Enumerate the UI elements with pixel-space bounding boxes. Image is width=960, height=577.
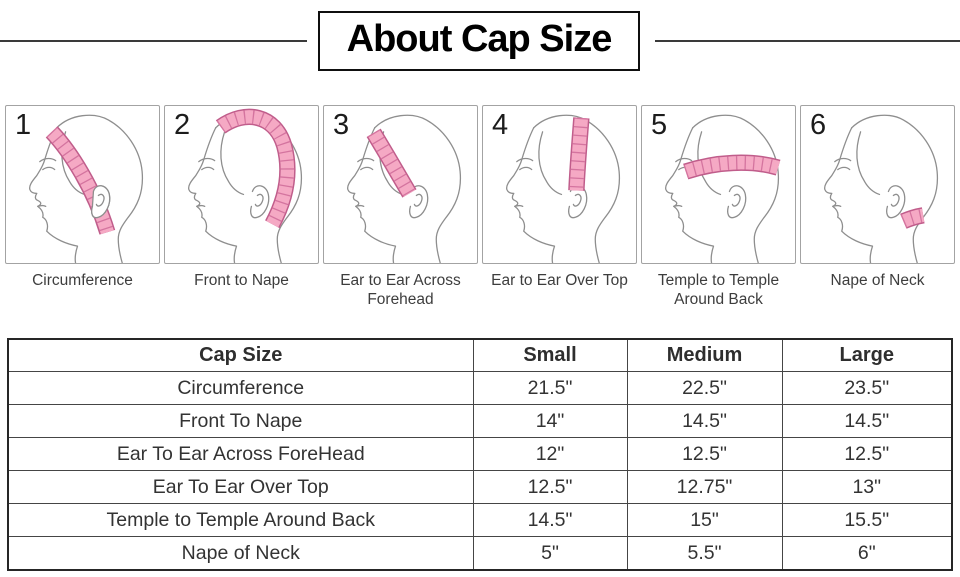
cell-value: 5.5" <box>626 536 783 571</box>
cap-size-table: Cap Size Small Medium Large Circumferenc… <box>7 337 953 571</box>
page-title: About Cap Size <box>346 18 613 61</box>
table-header-row: Cap Size Small Medium Large <box>7 338 953 373</box>
row-label: Ear To Ear Across ForeHead <box>7 437 474 472</box>
row-label: Circumference <box>7 371 474 406</box>
banner-rule-left <box>0 39 307 43</box>
diagram-label: Nape of Neck <box>830 272 925 289</box>
header-large: Large <box>781 338 953 373</box>
cell-value: 23.5" <box>781 371 953 406</box>
header-cap-size: Cap Size <box>7 338 474 373</box>
head-profile-circumference-tape-icon <box>28 114 144 263</box>
cell-value: 12.75" <box>626 470 783 505</box>
diagram-panel-ear-to-ear-over-top: 4 Ear to Ear Over Top <box>482 105 637 310</box>
diagram-frame: 3 <box>323 105 478 264</box>
diagram-panel-ear-to-ear-forehead: 3 Ear to Ear Across Forehead <box>323 105 478 310</box>
table-row: Nape of Neck 5" 5.5" 6" <box>7 536 953 571</box>
cell-value: 6" <box>781 536 953 571</box>
table-row: Circumference 21.5" 22.5" 23.5" <box>7 371 953 406</box>
cap-size-infographic-page: { "title": "About Cap Size", "diagrams":… <box>0 9 960 577</box>
ear-overlay <box>91 185 111 219</box>
row-label: Ear To Ear Over Top <box>7 470 474 505</box>
diagram-frame: 2 <box>164 105 319 264</box>
table-row: Front To Nape 14" 14.5" 14.5" <box>7 404 953 439</box>
header-small: Small <box>472 338 628 373</box>
diagram-label: Temple to Temple Around Back <box>657 272 780 309</box>
header-medium: Medium <box>626 338 783 373</box>
cell-value: 12" <box>472 437 628 472</box>
diagram-frame: 1 <box>5 105 160 264</box>
cell-value: 12.5" <box>472 470 628 505</box>
row-label: Nape of Neck <box>7 536 474 571</box>
row-label: Temple to Temple Around Back <box>7 503 474 538</box>
cell-value: 12.5" <box>626 437 783 472</box>
table-row: Ear To Ear Across ForeHead 12" 12.5" 12.… <box>7 437 953 472</box>
banner-rule-right <box>655 39 960 43</box>
diagram-panel-front-to-nape: 2 Front to Nape <box>164 105 319 310</box>
cell-value: 15.5" <box>781 503 953 538</box>
diagram-number: 3 <box>333 109 350 141</box>
diagram-label: Ear to Ear Across Forehead <box>340 272 461 309</box>
cell-value: 14.5" <box>781 404 953 439</box>
diagram-number: 5 <box>651 109 668 141</box>
diagram-frame: 5 <box>641 105 796 264</box>
row-label: Front To Nape <box>7 404 474 439</box>
banner: About Cap Size <box>0 9 960 73</box>
title-box: About Cap Size <box>318 11 640 71</box>
cell-value: 13" <box>781 470 953 505</box>
diagram-number: 6 <box>810 109 827 141</box>
diagram-number: 1 <box>15 109 32 141</box>
diagram-number: 4 <box>492 109 509 141</box>
diagram-frame: 4 <box>482 105 637 264</box>
diagram-label: Front to Nape <box>194 272 289 289</box>
diagram-label: Ear to Ear Over Top <box>491 272 628 289</box>
table-row: Temple to Temple Around Back 14.5" 15" 1… <box>7 503 953 538</box>
diagram-panel-temple-to-temple: 5 Temple to Temple Around Back <box>641 105 796 310</box>
cell-value: 5" <box>472 536 628 571</box>
table-row: Ear To Ear Over Top 12.5" 12.75" 13" <box>7 470 953 505</box>
measurement-diagrams: 1 Circumference 2 Front to Nape 3 Ear <box>5 105 955 310</box>
cell-value: 14.5" <box>626 404 783 439</box>
diagram-label: Circumference <box>32 272 133 289</box>
cell-value: 14.5" <box>472 503 628 538</box>
cell-value: 21.5" <box>472 371 628 406</box>
cell-value: 14" <box>472 404 628 439</box>
diagram-number: 2 <box>174 109 191 141</box>
cell-value: 12.5" <box>781 437 953 472</box>
cell-value: 15" <box>626 503 783 538</box>
diagram-panel-nape-of-neck: 6 Nape of Neck <box>800 105 955 310</box>
diagram-frame: 6 <box>800 105 955 264</box>
cell-value: 22.5" <box>626 371 783 406</box>
diagram-panel-circumference: 1 Circumference <box>5 105 160 310</box>
